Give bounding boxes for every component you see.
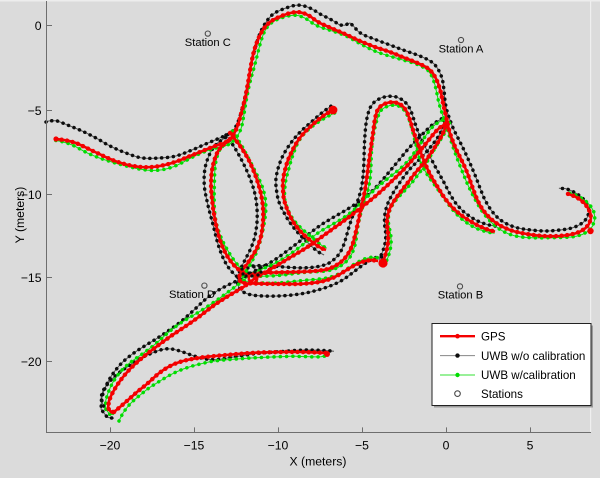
svg-text:UWB w/o calibration: UWB w/o calibration — [481, 350, 585, 363]
svg-text:−10: −10 — [21, 188, 42, 202]
svg-text:−15: −15 — [21, 271, 42, 285]
svg-text:GPS: GPS — [481, 330, 506, 343]
svg-text:−5: −5 — [355, 439, 369, 453]
svg-text:Stations: Stations — [481, 388, 523, 401]
svg-text:Station A: Station A — [439, 44, 484, 56]
svg-text:−10: −10 — [268, 439, 289, 453]
svg-text:−5: −5 — [28, 104, 42, 118]
svg-text:5: 5 — [527, 439, 534, 453]
svg-text:Station B: Station B — [438, 290, 483, 302]
svg-text:−15: −15 — [184, 439, 205, 453]
svg-text:X (meters): X (meters) — [290, 455, 347, 469]
svg-text:0: 0 — [35, 19, 42, 33]
svg-text:Station D: Station D — [169, 289, 215, 301]
svg-text:−20: −20 — [100, 439, 121, 453]
svg-text:UWB w/calibration: UWB w/calibration — [481, 369, 576, 382]
svg-text:Y (meters): Y (meters) — [13, 187, 27, 244]
svg-text:−20: −20 — [21, 355, 42, 369]
svg-text:Station C: Station C — [185, 37, 231, 49]
svg-text:0: 0 — [443, 439, 450, 453]
